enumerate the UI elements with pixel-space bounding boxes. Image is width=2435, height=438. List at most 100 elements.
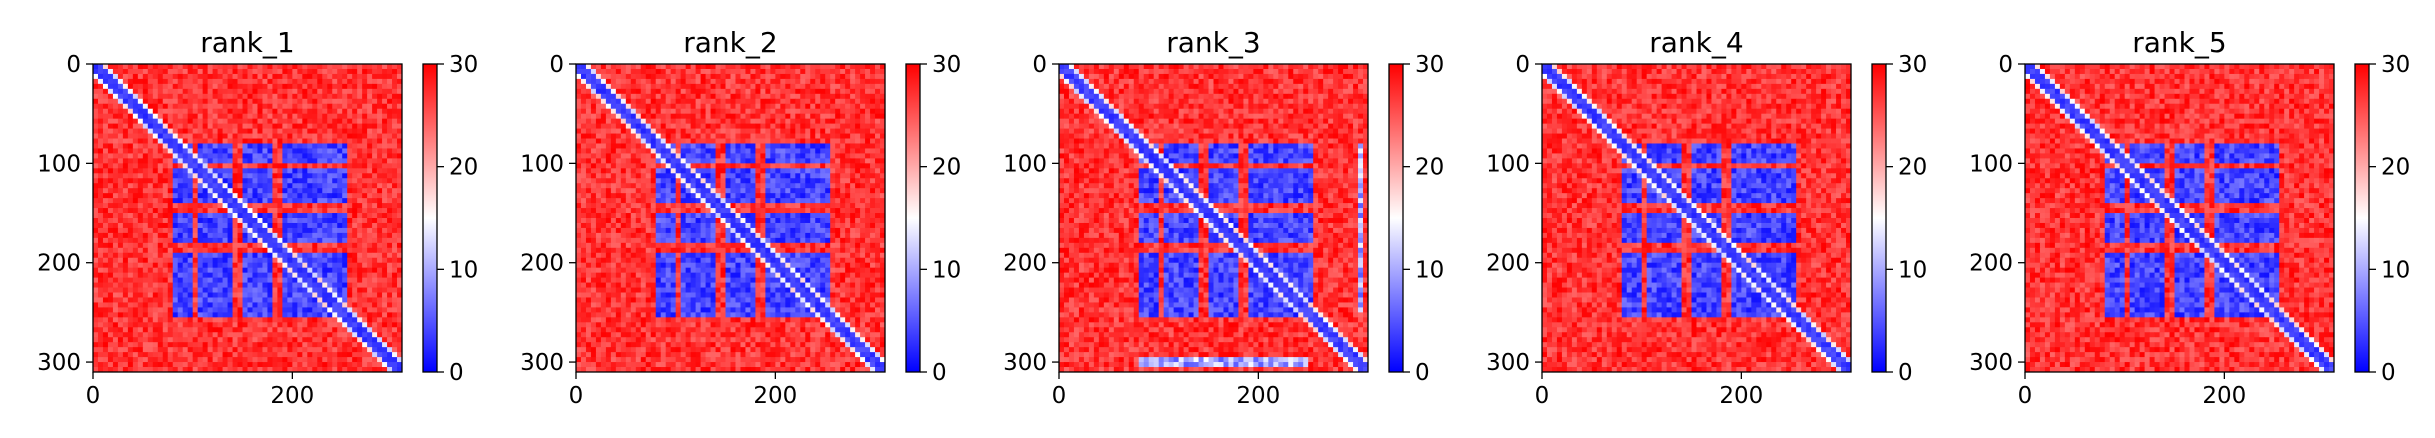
- heatmap-cell: [127, 232, 134, 239]
- heatmap-cell: [227, 158, 233, 164]
- heatmap-cell: [262, 277, 268, 283]
- heatmap-cell: [202, 168, 209, 174]
- heatmap-cell: [177, 297, 184, 303]
- heatmap-cell: [247, 222, 253, 229]
- heatmap-cell: [760, 103, 766, 110]
- heatmap-cell: [352, 287, 358, 293]
- heatmap-cell: [397, 103, 403, 110]
- heatmap-cell: [112, 93, 119, 100]
- heatmap-cell: [277, 227, 283, 234]
- heatmap-cell: [397, 198, 403, 204]
- heatmap-cell: [242, 362, 248, 368]
- heatmap-cell: [282, 272, 288, 279]
- heatmap-cell: [700, 93, 706, 100]
- heatmap-cell: [302, 203, 308, 209]
- heatmap-cell: [595, 68, 602, 75]
- heatmap-cell: [152, 307, 159, 313]
- heatmap-cell: [327, 227, 333, 234]
- heatmap-cell: [97, 227, 104, 234]
- heatmap-cell: [625, 73, 632, 80]
- heatmap-cell: [237, 362, 243, 368]
- x-tick-label: 0: [86, 383, 101, 409]
- heatmap-cell: [387, 272, 393, 279]
- heatmap-cell: [382, 168, 388, 174]
- heatmap-cell: [322, 302, 328, 308]
- heatmap-cell: [147, 317, 154, 323]
- heatmap-cell: [670, 123, 677, 129]
- heatmap-cell: [222, 123, 228, 129]
- heatmap-cell: [207, 143, 214, 149]
- heatmap-cell: [392, 327, 398, 333]
- heatmap-cell: [97, 78, 104, 85]
- heatmap-cell: [262, 362, 268, 368]
- heatmap-cell: [182, 158, 189, 164]
- heatmap-cell: [610, 73, 617, 80]
- heatmap-cell: [222, 307, 228, 313]
- heatmap-cell: [157, 282, 164, 288]
- heatmap-cell: [765, 108, 771, 115]
- heatmap-cell: [312, 178, 318, 184]
- heatmap-cell: [232, 367, 238, 373]
- heatmap-cell: [152, 267, 159, 274]
- heatmap-cell: [377, 188, 383, 194]
- heatmap-cell: [292, 78, 298, 85]
- heatmap-cell: [347, 262, 353, 269]
- heatmap-cell: [372, 242, 378, 249]
- heatmap-cell: [237, 297, 243, 303]
- heatmap-cell: [352, 213, 358, 219]
- heatmap-cell: [620, 128, 627, 134]
- heatmap-cell: [212, 307, 218, 313]
- heatmap-cell: [242, 332, 248, 338]
- heatmap-cell: [302, 118, 308, 125]
- heatmap-cell: [212, 113, 218, 120]
- heatmap-cell: [222, 322, 228, 328]
- heatmap-cell: [157, 163, 164, 169]
- heatmap-cell: [357, 232, 363, 239]
- heatmap-cell: [635, 133, 642, 139]
- heatmap-cell: [162, 108, 169, 115]
- heatmap-cell: [352, 257, 358, 264]
- heatmap-cell: [212, 297, 218, 303]
- heatmap-cell: [372, 163, 378, 169]
- heatmap-cell: [122, 218, 129, 224]
- heatmap-cell: [730, 108, 736, 115]
- heatmap-cell: [347, 242, 353, 249]
- heatmap-cell: [292, 178, 298, 184]
- heatmap-cell: [332, 93, 338, 100]
- heatmap-cell: [282, 128, 288, 134]
- heatmap-cell: [177, 168, 184, 174]
- heatmap-cell: [147, 312, 154, 318]
- heatmap-cell: [342, 292, 348, 298]
- heatmap-cell: [392, 168, 398, 174]
- heatmap-cell: [232, 153, 238, 159]
- heatmap-cell: [267, 198, 273, 204]
- heatmap-cell: [117, 257, 124, 264]
- heatmap-cell: [247, 108, 253, 115]
- heatmap-cell: [172, 153, 179, 159]
- heatmap-cell: [327, 168, 333, 174]
- heatmap-cell: [750, 98, 756, 105]
- heatmap-cell: [162, 342, 169, 348]
- heatmap-cell: [790, 138, 796, 144]
- heatmap-cell: [362, 188, 368, 194]
- heatmap-cell: [337, 237, 343, 244]
- heatmap-cell: [362, 83, 368, 90]
- heatmap-cells: [93, 64, 403, 373]
- heatmap-cell: [202, 302, 209, 308]
- heatmap-cell: [252, 208, 258, 214]
- heatmap-cell: [372, 222, 378, 229]
- heatmap-cell: [272, 342, 278, 348]
- heatmap-cell: [147, 148, 154, 154]
- heatmap-cell: [202, 332, 209, 338]
- heatmap-cell: [327, 267, 333, 274]
- heatmap-cell: [217, 272, 223, 279]
- heatmap-cell: [347, 64, 353, 70]
- heatmap-cell: [875, 138, 881, 144]
- heatmap-cell: [197, 213, 204, 219]
- heatmap-cell: [227, 133, 233, 139]
- heatmap-cell: [112, 262, 119, 269]
- heatmap-cell: [202, 88, 209, 95]
- heatmap-cell: [122, 113, 129, 120]
- heatmap-cell: [382, 98, 388, 105]
- heatmap-cell: [337, 287, 343, 293]
